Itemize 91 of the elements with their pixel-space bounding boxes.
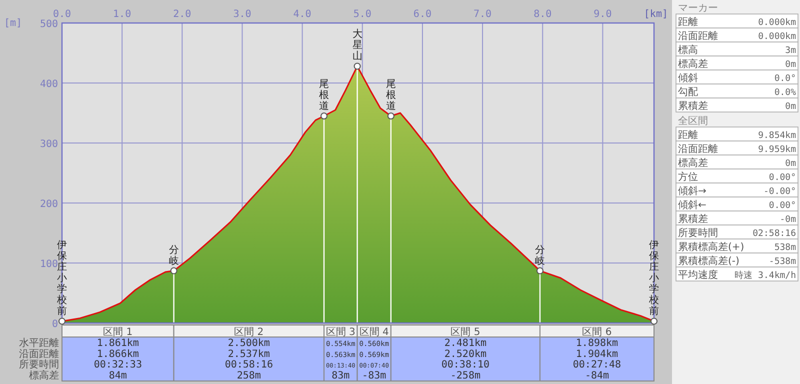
annotation: 伊保庄小学校前 (648, 240, 659, 318)
category-label: 平均速度 (678, 270, 718, 281)
annotation: 伊保庄小学校前 (56, 240, 67, 318)
category-label: 区間 3 (326, 327, 356, 338)
text: 2.500km (228, 338, 270, 349)
text: 3m (785, 46, 796, 56)
text: 9.959km (758, 145, 796, 155)
y-tick-label: 300 (40, 139, 58, 150)
category-label: 累積差 (678, 214, 708, 225)
category-label: 標高差 (678, 158, 708, 169)
text: 00:58:16 (224, 360, 273, 371)
category-label: 傾斜 (678, 73, 698, 84)
text: 0m (785, 102, 796, 112)
x-tick-label: 9.0 (594, 9, 612, 20)
text: 00:38:10 (441, 360, 490, 371)
category-label: 累積差 (678, 101, 708, 112)
text: 0.00° (768, 201, 796, 211)
y-tick-label: 500 (40, 19, 58, 30)
category-label: 距離 (678, 17, 698, 28)
category-label: 区間 2 (234, 327, 264, 338)
category-label: 傾斜→ (678, 186, 706, 197)
text: -83m (362, 370, 386, 382)
y-tick-label: 400 (40, 79, 58, 90)
text: 2.537km (228, 348, 270, 360)
text: 0m (785, 60, 796, 70)
text: 0.0% (774, 88, 796, 98)
category-label: 沿面距離 (678, 144, 718, 155)
text: 1.866km (96, 348, 139, 360)
text: 00:27:48 (572, 360, 622, 371)
text: 全区間 (678, 115, 708, 127)
text: 1.904km (576, 348, 618, 360)
x-tick-label: 3.0 (233, 9, 252, 20)
category-label: 区間 6 (582, 327, 612, 338)
y-tick-label: 0 (52, 319, 58, 330)
text: 0.000km (758, 18, 796, 28)
category-label: 所要時間 (19, 360, 59, 371)
text: 0m (785, 159, 796, 169)
text: 258m (236, 370, 261, 382)
annotation: 分岐 (534, 244, 545, 267)
x-tick-label: 5.0 (353, 9, 372, 20)
annotation: 尾根道 (318, 79, 329, 112)
text: 2.520km (444, 348, 487, 360)
text: 0.0° (774, 74, 796, 84)
text: 時速 3.4km/h (734, 271, 796, 281)
text: 84m (108, 370, 127, 382)
category-label: 方位 (678, 172, 698, 183)
text: 02:58:16 (752, 229, 796, 239)
category-label: 区間 1 (103, 327, 133, 338)
text: -538m (768, 257, 796, 267)
text: 1.898km (576, 338, 618, 349)
category-label: 沿面距離 (678, 31, 718, 42)
text: 9.854km (758, 131, 796, 141)
category-label: 区間 4 (359, 327, 389, 338)
x-tick-label: 1.0 (113, 9, 132, 20)
x-tick-label: 0.0 (52, 9, 72, 20)
text: 2.481km (444, 338, 487, 349)
category-label: 累積標高差(+) (678, 242, 744, 253)
category-label: 勾配 (678, 87, 698, 98)
category-label: 距離 (678, 130, 698, 141)
annotation: 分岐 (168, 244, 179, 267)
x-tick-label: 6.0 (413, 9, 432, 20)
x-tick-label: 2.0 (173, 9, 192, 20)
text: 00:32:33 (94, 360, 142, 371)
category-label: 水平距離 (19, 338, 59, 349)
y-tick-label: 100 (40, 259, 58, 270)
text: 0.00° (768, 173, 796, 183)
text: 538m (774, 243, 796, 253)
text: -0.00° (763, 187, 796, 197)
text: 0.000km (758, 32, 796, 42)
category-label: 所要時間 (678, 228, 718, 239)
category-label: 沿面距離 (19, 348, 59, 360)
x-tick-label: 8.0 (534, 9, 552, 20)
category-label: 累積標高差(-) (678, 256, 740, 267)
category-label: 標高差 (678, 59, 708, 70)
x-tick-label: 4.0 (293, 9, 312, 20)
text: -258m (450, 370, 481, 382)
category-label: 標高 (678, 45, 698, 56)
annotation: 大星山 (352, 28, 362, 62)
annotation: 尾根道 (386, 79, 396, 112)
text: 1.861km (96, 338, 139, 349)
y-tick-label: 200 (40, 199, 58, 210)
text: マーカー (678, 3, 718, 14)
x-axis-title: [km] (644, 9, 668, 20)
text: 83m (332, 370, 350, 382)
text: -0m (780, 215, 796, 225)
category-label: 標高差 (29, 370, 59, 382)
x-tick-label: 7.0 (474, 9, 492, 20)
category-label: 区間 5 (450, 327, 480, 338)
text: -84m (584, 370, 610, 382)
y-axis-title: [m] (4, 18, 22, 29)
category-label: 傾斜← (678, 200, 706, 211)
